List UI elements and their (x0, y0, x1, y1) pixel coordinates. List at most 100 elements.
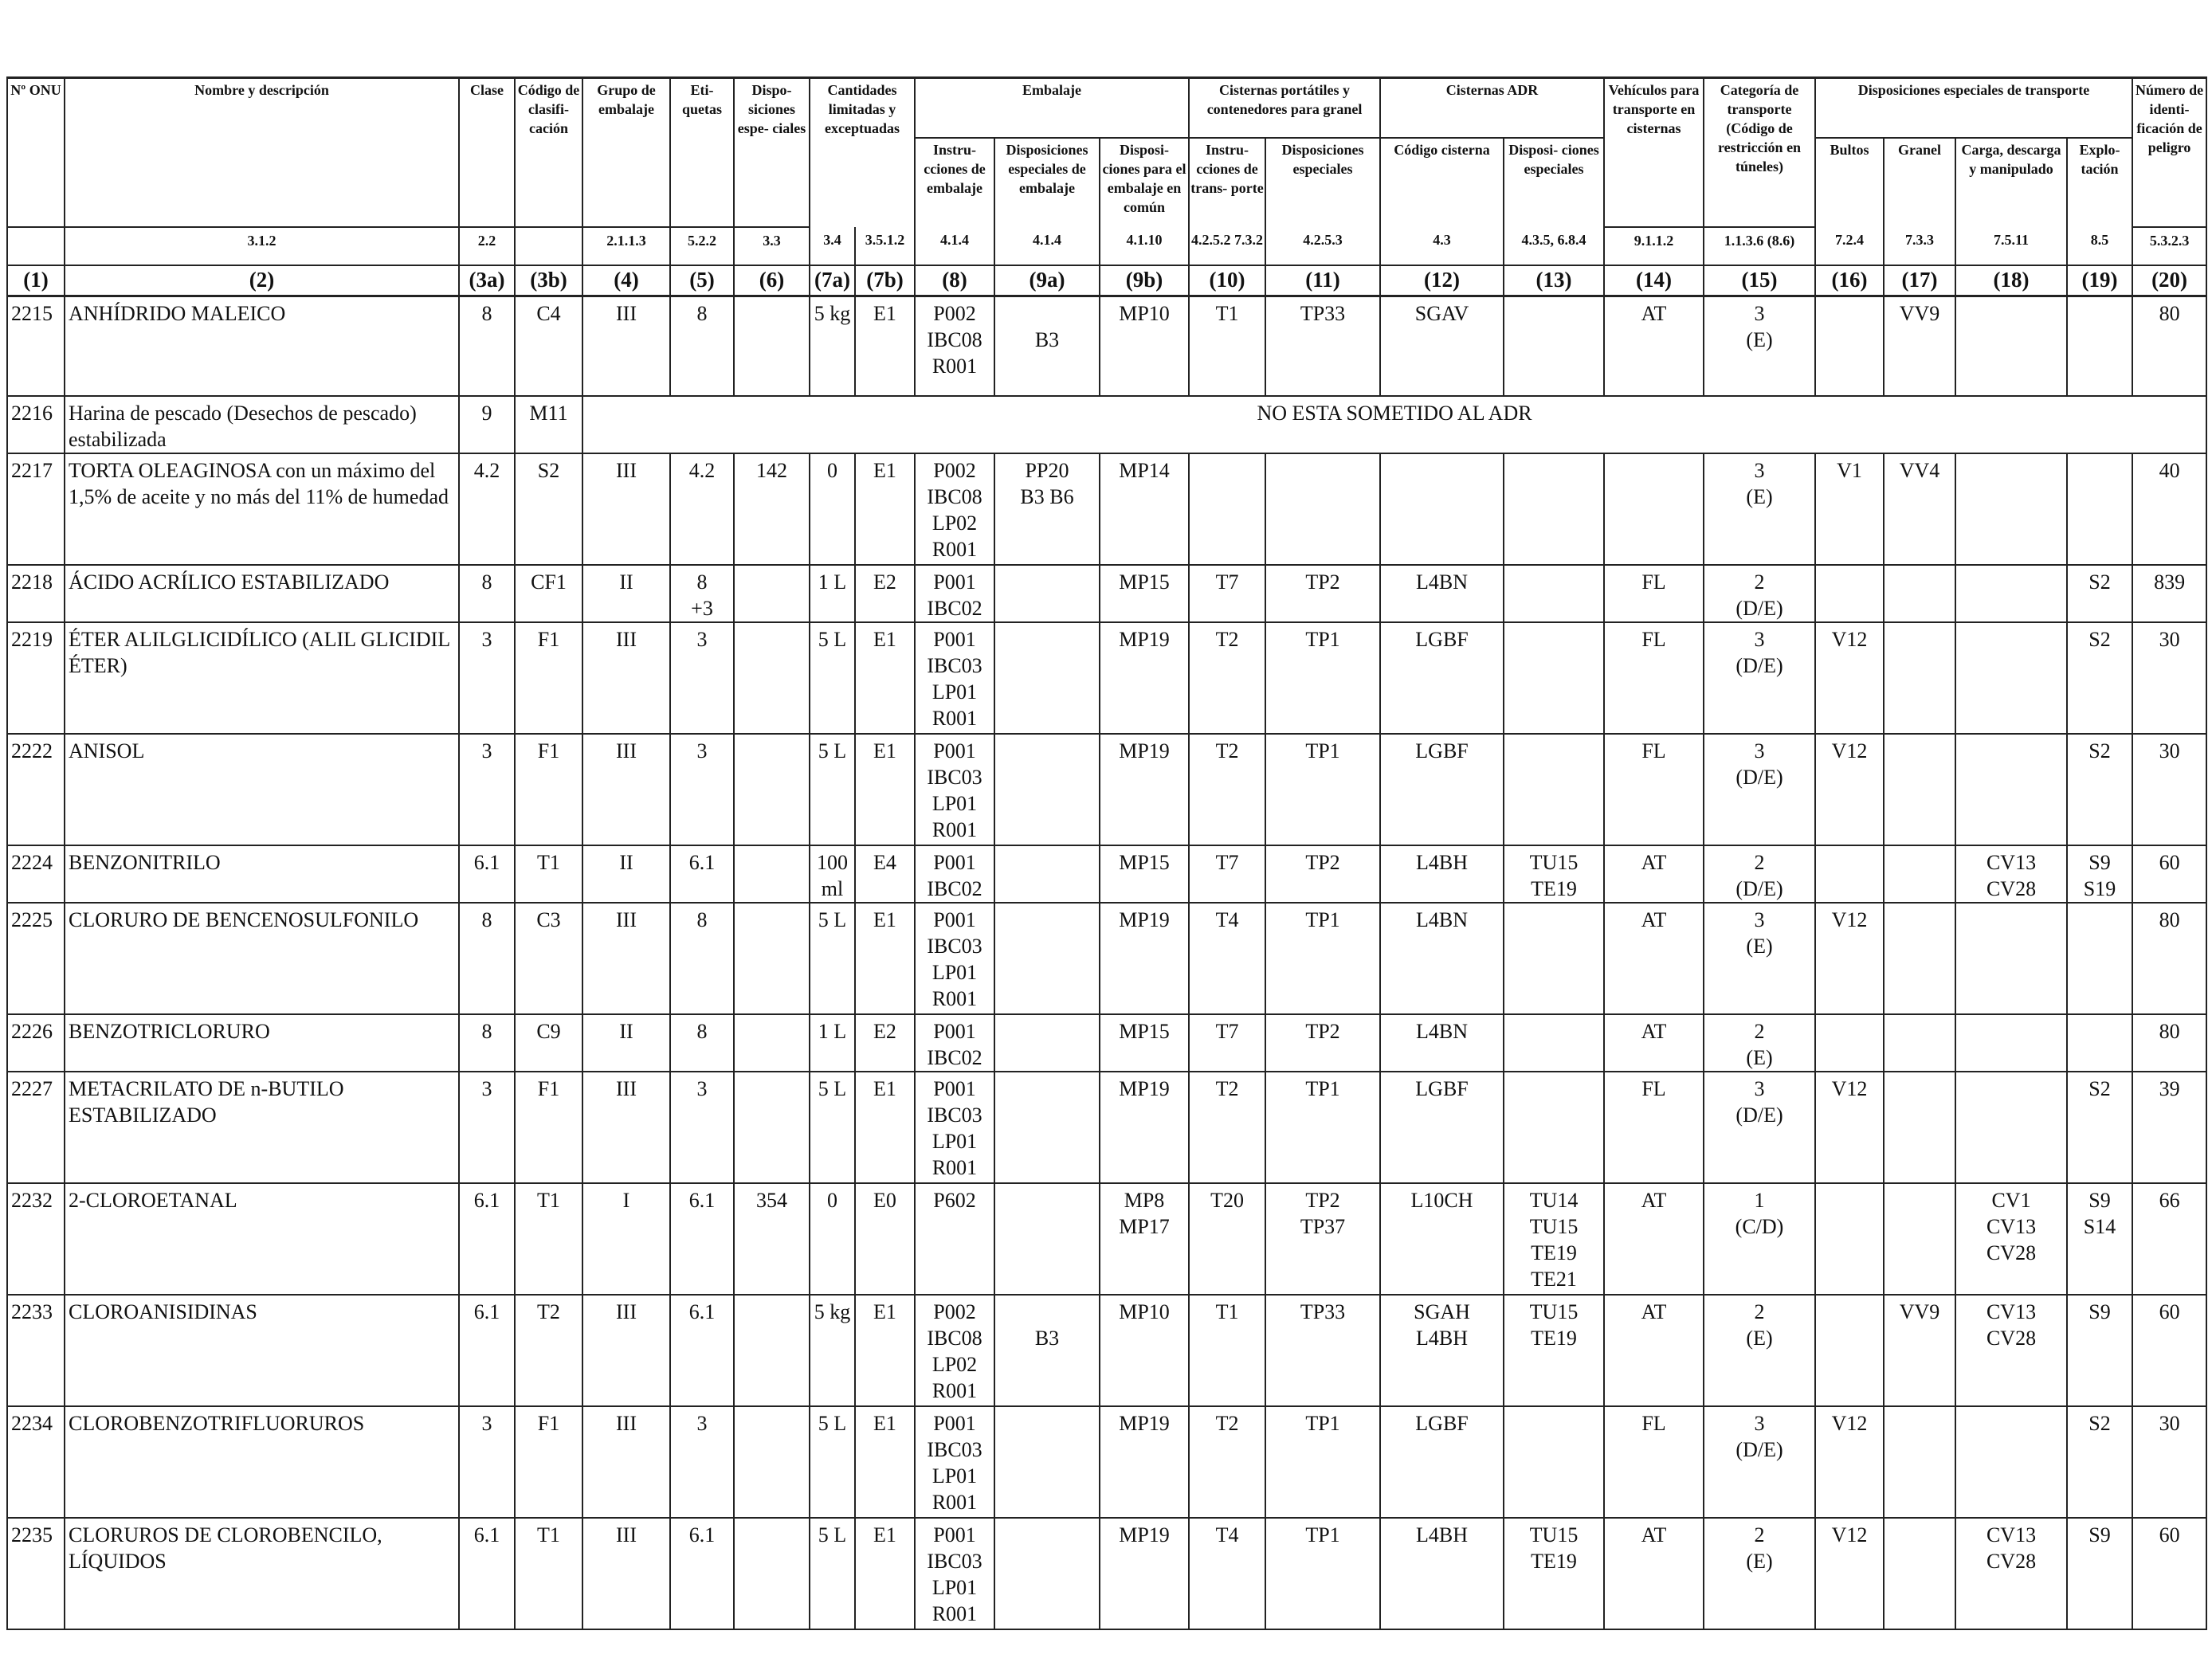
cell-mix: MP8 MP17 (1098, 1182, 1190, 1296)
cell-line: B3 B6 (1020, 485, 1074, 508)
cell-psp (994, 564, 1100, 623)
cell-code: T1 (514, 1517, 583, 1630)
cell-line: L4BH (1416, 1327, 1469, 1350)
cell-line: (E) (1746, 1046, 1773, 1069)
table-row: 2235 CLORUROS DE CLOROBENCILO, LÍQUIDOS 6.… (6, 1517, 2208, 1630)
cell-line: IBC08 (927, 327, 982, 351)
cell-pkg (1814, 1294, 1885, 1407)
cell-op: S9 (2066, 1517, 2134, 1630)
header-group-row: Nº ONU Nombre y descripción Clase Código… (6, 76, 2208, 228)
cell-op: S2 (2066, 564, 2134, 623)
header-tank-code: Código cisterna (1379, 138, 1505, 227)
cell-code: F1 (514, 1071, 583, 1184)
cell-op (2066, 295, 2134, 397)
cell-line: TE19 (1531, 1550, 1577, 1573)
cell-load: CV1 CV13 CV28 (1955, 1182, 2069, 1296)
cell-line: R001 (931, 1156, 978, 1179)
cell-cat: 3 (D/E) (1703, 1071, 1817, 1184)
cell-pkg: V12 (1814, 1517, 1885, 1630)
header-packages: Bultos (1814, 138, 1885, 227)
cell-tank: L10CH (1379, 1182, 1505, 1296)
cell-psp: B3 (994, 295, 1100, 397)
reference-cell: 3.5.1.2 (854, 227, 916, 266)
cell-pt: T2 (1188, 1071, 1267, 1184)
cell-hin: 39 (2132, 1071, 2208, 1184)
cell-line: B3 (1034, 327, 1060, 351)
reference-cell: 3.1.2 (64, 227, 460, 266)
cell-line: S9 (2088, 851, 2111, 874)
cell-line: 8 (696, 570, 708, 594)
cell-ptsp: TP1 (1265, 1517, 1382, 1630)
cell-eq: E1 (854, 902, 916, 1015)
table-row: 2226 BENZOTRICLORURO 8 C9 II 8 1 L E2 P001 IBC02 M… (6, 1013, 2208, 1072)
cell-psp (994, 1013, 1100, 1072)
not-subject-note: NO ESTA SOMETIDO AL ADR (581, 395, 2208, 454)
cell-lq: 5 L (809, 1517, 856, 1630)
cell-line: R001 (931, 538, 978, 561)
cell-tanksp (1503, 295, 1606, 397)
cell-ptsp: TP2 (1265, 1013, 1382, 1072)
cell-load: CV13 CV28 (1955, 845, 2069, 904)
cell-pi: P001 IBC03 LP01 R001 (914, 902, 995, 1015)
table-row: 2224 BENZONITRILO 6.1 T1 II 6.1 100 ml E4 P001 IBC… (6, 845, 2208, 904)
cell-pi: P001 IBC02 (914, 845, 995, 904)
cell-op: S2 (2066, 621, 2134, 735)
cell-cat: 1 (C/D) (1703, 1182, 1817, 1296)
substance-name-cell: ÁCIDO ACRÍLICO ESTABILIZADO (64, 564, 460, 623)
cell-line: S14 (2083, 1215, 2116, 1238)
cell-hin: 839 (2132, 564, 2208, 623)
column-number-cell: (1) (6, 265, 65, 297)
cell-line: TE19 (1531, 877, 1577, 900)
cell-op: S9 S14 (2066, 1182, 2134, 1296)
cell-line: IBC02 (927, 877, 982, 900)
cell-bulk: VV9 (1883, 295, 1957, 397)
cell-cls: 6.1 (458, 1182, 516, 1296)
cell-eq: E1 (854, 295, 916, 397)
cell-load: CV13 CV28 (1955, 1294, 2069, 1407)
cell-bulk (1883, 1182, 1957, 1296)
cell-code: M11 (514, 395, 583, 454)
cell-code: CF1 (514, 564, 583, 623)
un-number-cell: 2234 (6, 1405, 65, 1519)
un-number-cell: 2217 (6, 453, 65, 566)
cell-line: CV13 (1986, 1523, 2037, 1546)
column-number-cell: (4) (582, 265, 671, 297)
substance-name-cell: CLOROANISIDINAS (64, 1294, 460, 1407)
table-row: 2218 ÁCIDO ACRÍLICO ESTABILIZADO 8 CF1 II 8 +3… (6, 564, 2208, 623)
cell-psp: B3 (994, 1294, 1100, 1407)
cell-lq: 5 L (809, 902, 856, 1015)
cell-pg: III (582, 902, 671, 1015)
cell-pg: I (582, 1182, 671, 1296)
reference-cell: 4.3.5, 6.8.4 (1503, 227, 1606, 266)
un-number-cell: 2227 (6, 1071, 65, 1184)
cell-line: IBC02 (927, 1046, 982, 1069)
header-limited-blank (809, 138, 916, 227)
cell-mix: MP19 (1098, 902, 1190, 1015)
cell-line: (E) (1746, 485, 1773, 508)
reference-cell: 9.1.1.2 (1603, 227, 1705, 266)
cell-labels: 3 (669, 733, 735, 846)
cell-load: CV13 CV28 (1955, 1517, 2069, 1630)
table-row: 2225 CLORURO DE BENCENOSULFONILO 8 C3 III 8 5 … (6, 902, 2208, 1015)
cell-line: ml (821, 877, 844, 900)
cell-line: IBC08 (927, 1327, 982, 1350)
cell-tanksp: TU15 TE19 (1503, 1294, 1606, 1407)
header-transport-category: Categoría de transporte (Código de restr… (1703, 76, 1817, 228)
reference-cell: 3.4 (809, 227, 856, 266)
cell-line: CV13 (1986, 1215, 2037, 1238)
cell-line: 3 (1754, 1412, 1765, 1435)
cell-pg: III (582, 295, 671, 397)
cell-op (2066, 1013, 2134, 1072)
cell-labels: 6.1 (669, 845, 735, 904)
cell-lq: 0 (809, 453, 856, 566)
cell-cls: 3 (458, 621, 516, 735)
cell-cls: 6.1 (458, 1517, 516, 1630)
cell-pi: P002 IBC08 R001 (914, 295, 995, 397)
cell-line: CV28 (1986, 1241, 2037, 1264)
cell-pkg: V12 (1814, 1405, 1885, 1519)
cell-lq: 5 L (809, 621, 856, 735)
cell-line: (D/E) (1735, 1103, 1783, 1127)
cell-cls: 6.1 (458, 845, 516, 904)
table-row: 2217 TORTA OLEAGINOSA con un máximo del 1… (6, 453, 2208, 566)
cell-line: P001 (933, 628, 976, 651)
